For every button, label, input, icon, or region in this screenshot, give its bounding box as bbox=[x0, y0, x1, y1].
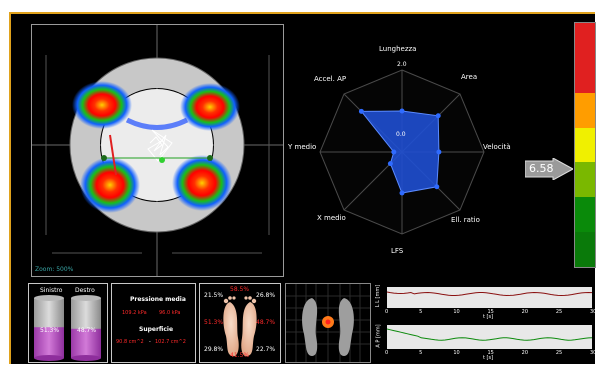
pressure-title: Pressione media bbox=[130, 296, 186, 303]
pressure-right: 96.0 kPa bbox=[159, 310, 181, 316]
ap-trace bbox=[386, 328, 593, 341]
gauge-segment-1 bbox=[575, 57, 595, 93]
foot-top-left: 21.5% bbox=[204, 292, 224, 299]
radar-label-lunghezza: Lunghezza bbox=[379, 45, 417, 53]
time-tick: 25 bbox=[555, 309, 563, 315]
right-cylinder-fill bbox=[71, 328, 101, 358]
time-tick: 0 bbox=[385, 309, 389, 315]
zoom-label: Zoom: 500% bbox=[35, 266, 74, 273]
time-tick: 15 bbox=[487, 350, 494, 356]
radar-point-6 bbox=[391, 149, 397, 155]
gauge-segment-3 bbox=[575, 127, 595, 163]
radar-label-accel-ap: Accel. AP bbox=[314, 75, 347, 83]
gauge-segment-4 bbox=[575, 162, 595, 198]
ap-graph-area bbox=[387, 325, 592, 349]
left-cylinder-fill bbox=[34, 327, 64, 358]
radar-chart: Lunghezza Area Velocità Ell. ratio LFS X… bbox=[287, 44, 517, 276]
foot-mid-left: 51.3% bbox=[204, 319, 224, 326]
right-foot bbox=[241, 302, 257, 357]
radar-label-lfs: LFS bbox=[391, 247, 404, 255]
score-gauge bbox=[574, 22, 596, 268]
surface-left: 90.8 cm^2 bbox=[116, 339, 144, 345]
ap-ylabel: A P [mm] bbox=[375, 324, 382, 348]
platform-view[interactable]: Zoom: 500% bbox=[31, 24, 284, 277]
radar-point-2 bbox=[436, 149, 442, 155]
time-tick: 20 bbox=[521, 350, 529, 356]
footprint-svg bbox=[286, 284, 370, 362]
foot-top-right: 26.8% bbox=[256, 292, 276, 299]
left-foot bbox=[223, 302, 239, 357]
foot-top-center: 58.5% bbox=[230, 286, 250, 293]
pressure-left: 109.2 kPa bbox=[122, 310, 147, 316]
radar-label-x-medio: X medio bbox=[317, 214, 346, 222]
rulers bbox=[45, 55, 270, 254]
left-label: Sinistro bbox=[40, 287, 63, 294]
radar-svg bbox=[319, 69, 485, 235]
ll-graph-area bbox=[387, 287, 592, 308]
gauge-pointer: 6.58 bbox=[524, 157, 575, 181]
time-tick: 10 bbox=[453, 309, 460, 315]
ll-trace bbox=[386, 291, 593, 297]
time-tick: 30 bbox=[590, 309, 597, 315]
radar-point-1 bbox=[435, 113, 441, 119]
right-label: Destro bbox=[75, 287, 95, 294]
heat-spot-top-left bbox=[72, 81, 132, 129]
time-tick: 5 bbox=[419, 309, 423, 315]
radar-point-4 bbox=[399, 190, 405, 196]
radar-label-velocita: Velocità bbox=[483, 143, 511, 151]
surface-right: 102.7 cm^2 bbox=[155, 339, 186, 345]
cylinders-svg bbox=[34, 295, 101, 361]
heat-spot-bottom-left bbox=[80, 157, 140, 213]
main-frame: Zoom: 500% Lunghezza Area Velocità Ell. … bbox=[9, 12, 597, 364]
gauge-value: 6.58 bbox=[529, 162, 554, 175]
foot-distribution-panel: 21.5% 58.5% 26.8% 51.3% 48.7% 29.8% 41.5… bbox=[199, 283, 281, 363]
time-tick: 20 bbox=[521, 309, 529, 315]
platform-ring bbox=[70, 58, 244, 232]
time-tick: 5 bbox=[419, 350, 423, 356]
surface-title: Superficie bbox=[139, 326, 174, 333]
ll-xlabel: t [s] bbox=[483, 314, 494, 320]
platform-svg bbox=[32, 25, 283, 276]
ll-ylabel: L L [mm] bbox=[375, 284, 382, 308]
time-tick: 0 bbox=[385, 350, 389, 356]
heat-spot-top-right bbox=[180, 83, 240, 131]
time-tick: 30 bbox=[590, 350, 597, 356]
radar-label-ell-ratio: Ell. ratio bbox=[451, 216, 480, 224]
radar-point-0 bbox=[399, 108, 405, 114]
gauge-segment-0 bbox=[575, 23, 595, 58]
foot-mid-right: 48.7% bbox=[256, 319, 276, 326]
timeseries-svg bbox=[386, 287, 593, 349]
sway-trace bbox=[147, 129, 173, 162]
radar-label-area: Area bbox=[461, 73, 478, 81]
foot-bottom-center: 41.5% bbox=[230, 352, 250, 359]
radar-point-5 bbox=[387, 161, 393, 167]
feet-svg bbox=[223, 296, 257, 357]
radar-label-y-medio: Y medio bbox=[288, 143, 317, 151]
radar-scale-outer: 2.0 bbox=[397, 61, 407, 68]
ap-xlabel: t [s] bbox=[483, 355, 494, 361]
heat-spot-bottom-right bbox=[172, 155, 232, 211]
time-tick: 10 bbox=[453, 350, 460, 356]
radar-point-3 bbox=[434, 184, 440, 190]
right-footprint bbox=[338, 298, 354, 356]
foot-bottom-right: 22.7% bbox=[256, 346, 276, 353]
radar-scale-center: 0.0 bbox=[396, 131, 406, 138]
weight-distribution-panel: Sinistro Destro 51.3% 48.7% bbox=[28, 283, 108, 363]
time-tick: 25 bbox=[555, 350, 563, 356]
surface-dash: - bbox=[149, 339, 151, 345]
gauge-segment-6 bbox=[575, 232, 595, 267]
time-tick: 15 bbox=[487, 309, 494, 315]
timeseries-panel: L L [mm] A P [mm] t [s] t [s] 0 5 10 15 20 25… bbox=[375, 283, 597, 363]
right-percentage: 48.7% bbox=[77, 327, 97, 334]
cop-marker bbox=[159, 157, 165, 163]
gauge-segment-5 bbox=[575, 197, 595, 233]
radar-point-7 bbox=[358, 108, 364, 114]
footprint-panel bbox=[285, 283, 371, 363]
pressure-panel: Pressione media 109.2 kPa 96.0 kPa Super… bbox=[111, 283, 196, 363]
gauge-segment-2 bbox=[575, 92, 595, 128]
left-footprint bbox=[302, 298, 318, 356]
left-percentage: 51.3% bbox=[40, 327, 60, 334]
foot-bottom-left: 29.8% bbox=[204, 346, 224, 353]
